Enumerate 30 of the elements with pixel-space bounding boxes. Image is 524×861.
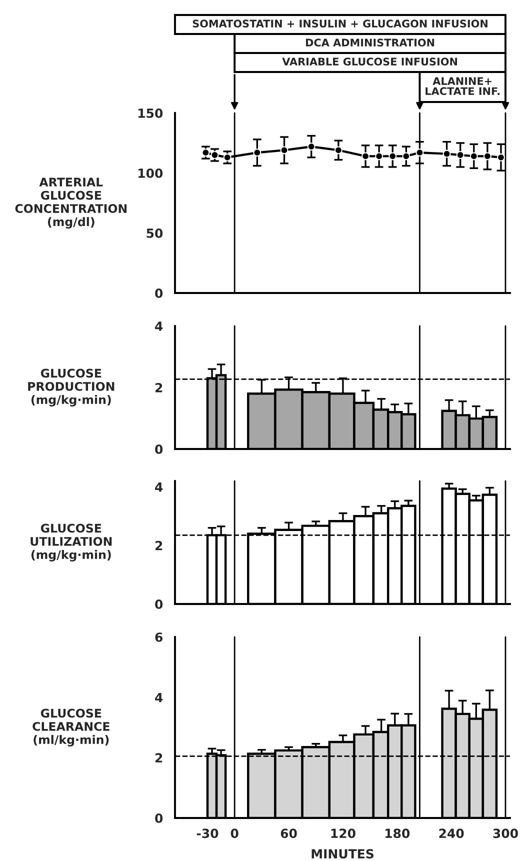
y-tick-label: 0 [155, 813, 163, 823]
x-tick-label: 120 [331, 828, 356, 838]
y-tick-label: 4 [155, 322, 163, 331]
y-tick-label: 100 [138, 168, 163, 178]
y-tick-label: 2 [155, 382, 162, 392]
x-tick-label: -30 [196, 828, 218, 838]
text: DCA ADMINISTRATION [306, 38, 434, 47]
y-tick-label: 4 [155, 692, 163, 702]
y-tick-label: 2 [155, 753, 162, 762]
y-tick-label: 6 [155, 632, 163, 642]
x-tick-label: 180 [385, 828, 410, 838]
x-axis-title: MINUTES [312, 849, 374, 859]
y-tick-label: 0 [155, 599, 163, 609]
y-tick-label: 50 [146, 228, 163, 238]
x-tick-label: 0 [230, 828, 238, 838]
text: ALANINE+ LACTATE INF. [426, 77, 500, 96]
text: SOMATOSTATIN + INSULIN + GLUCAGON INFUSION [192, 20, 488, 28]
y-tick-label: 150 [138, 108, 163, 118]
y-axis-title: GLUCOSE UTILIZATION (mg/kg·min) [30, 524, 112, 562]
y-tick-label: 0 [155, 444, 163, 454]
x-tick-label: 240 [439, 828, 464, 838]
x-tick-label: 60 [280, 828, 297, 838]
text: VARIABLE GLUCOSE INFUSION [282, 58, 457, 66]
y-axis-title: GLUCOSE PRODUCTION (mg/kg·min) [28, 368, 114, 406]
y-axis-title: GLUCOSE CLEARANCE (ml/kg·min) [32, 708, 110, 746]
x-tick-label: 300 [493, 828, 518, 838]
y-axis-title: ARTERIAL GLUCOSE CONCENTRATION (mg/dl) [15, 178, 127, 229]
y-tick-label: 4 [155, 482, 163, 492]
y-tick-label: 2 [155, 540, 162, 550]
y-tick-label: 0 [155, 288, 163, 298]
